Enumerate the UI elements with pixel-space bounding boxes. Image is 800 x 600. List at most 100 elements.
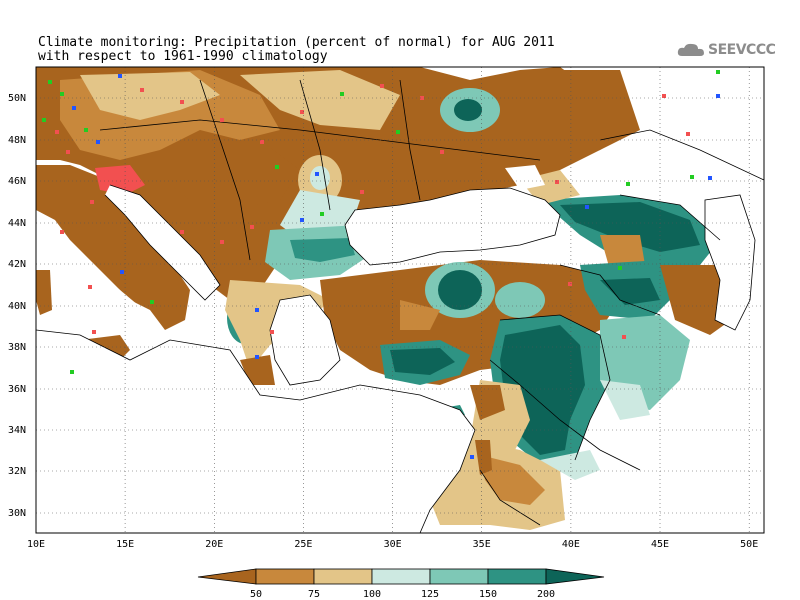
region-italy (36, 165, 190, 330)
legend-swatch-50-75 (255, 568, 315, 585)
border-2 (199, 79, 251, 261)
station-marker (84, 128, 88, 132)
region-sardinia (36, 270, 52, 315)
x-axis-labels: 10E 15E 20E 25E 30E 35E 40E 45E 50E (27, 539, 758, 550)
mediterranean-sea (36, 330, 475, 533)
station-marker (300, 110, 304, 114)
x-tick-label: 45E (651, 539, 669, 550)
region-balkans (140, 195, 280, 300)
station-marker (555, 180, 559, 184)
aegean-coast (269, 294, 341, 386)
station-marker (320, 212, 324, 216)
station-marker (396, 130, 400, 134)
region-hungary-dry (160, 140, 300, 210)
black-sea (345, 188, 560, 265)
region-slovenia-dry (95, 165, 145, 195)
station-marker (260, 140, 264, 144)
region-israel (475, 440, 492, 475)
station-marker (380, 84, 384, 88)
region-caucasus-dry (600, 235, 645, 270)
wet-spot-turkey-central (495, 282, 545, 318)
border-6 (559, 264, 661, 316)
aegean-sea (270, 295, 340, 385)
y-tick-label: 50N (8, 93, 26, 104)
legend-label: 200 (537, 589, 555, 600)
y-tick-label: 34N (8, 425, 26, 436)
legend-label: 150 (479, 589, 497, 600)
station-marker (716, 70, 720, 74)
cloud-icon (677, 43, 704, 56)
station-marker (180, 100, 184, 104)
legend-colorbar (197, 568, 605, 585)
station-marker (300, 218, 304, 222)
station-marker (255, 308, 259, 312)
station-marker (120, 270, 124, 274)
station-marker (662, 94, 666, 98)
x-tick-label: 10E (27, 539, 45, 550)
legend-swatch-lt50 (197, 568, 257, 585)
station-marker (255, 355, 259, 359)
legend-label: 75 (308, 589, 320, 600)
legend-swatch-100-125 (371, 568, 431, 585)
wet-spot-turkey-north-core (438, 270, 482, 310)
border-3 (299, 79, 331, 211)
title-line-2: with respect to 1961-1990 climatology (38, 49, 328, 64)
station-marker (220, 240, 224, 244)
x-tick-label: 35E (473, 539, 491, 550)
station-marker (716, 94, 720, 98)
station-marker (690, 175, 694, 179)
wet-band-turkey-south-core (390, 348, 455, 375)
y-tick-label: 30N (8, 508, 26, 519)
legend-swatch-gt200 (545, 568, 605, 585)
region-russia-steppe (520, 70, 640, 160)
station-marker (585, 205, 589, 209)
station-marker (180, 230, 184, 234)
station-marker (96, 140, 100, 144)
wet-spot-ukraine-core (454, 99, 482, 121)
legend-labels: 50 75 100 125 150 200 (250, 589, 555, 600)
coastlines (36, 79, 764, 533)
station-marker (70, 370, 74, 374)
station-marker (618, 266, 622, 270)
y-tick-label: 36N (8, 384, 26, 395)
x-tick-label: 20E (205, 539, 223, 550)
region-turkey-pale (400, 300, 440, 330)
legend-swatch-125-150 (429, 568, 489, 585)
station-marker (440, 150, 444, 154)
station-marker (275, 165, 279, 169)
station-marker (470, 455, 474, 459)
med-coast (36, 329, 476, 533)
region-bulgaria-wet-core (290, 238, 355, 262)
x-tick-label: 30E (384, 539, 402, 550)
station-marker (140, 88, 144, 92)
station-marker (60, 92, 64, 96)
station-marker (568, 282, 572, 286)
station-marker (686, 132, 690, 136)
station-marker (72, 106, 76, 110)
tyrrhenian-sea (50, 250, 150, 330)
x-tick-label: 25E (294, 539, 312, 550)
legend-label: 100 (363, 589, 381, 600)
station-marker (250, 225, 254, 229)
caspian-coast (704, 194, 756, 331)
region-syria-dry (470, 385, 505, 420)
station-marker (48, 80, 52, 84)
y-tick-label: 46N (8, 176, 26, 187)
legend-label: 50 (250, 589, 262, 600)
station-marker (340, 92, 344, 96)
y-tick-label: 48N (8, 135, 26, 146)
station-marker (360, 190, 364, 194)
region-armenia-core (600, 278, 660, 305)
wet-spot-hungary-core (310, 166, 330, 190)
legend-swatch-150-200 (487, 568, 547, 585)
region-central-pale (80, 72, 220, 120)
station-marker (626, 182, 630, 186)
border-9 (599, 129, 764, 181)
station-marker (42, 118, 46, 122)
border-7 (489, 359, 641, 471)
station-marker (420, 96, 424, 100)
x-tick-label: 40E (562, 539, 580, 550)
border-5 (499, 314, 611, 461)
station-marker (66, 150, 70, 154)
region-jordan-pale (540, 450, 600, 480)
